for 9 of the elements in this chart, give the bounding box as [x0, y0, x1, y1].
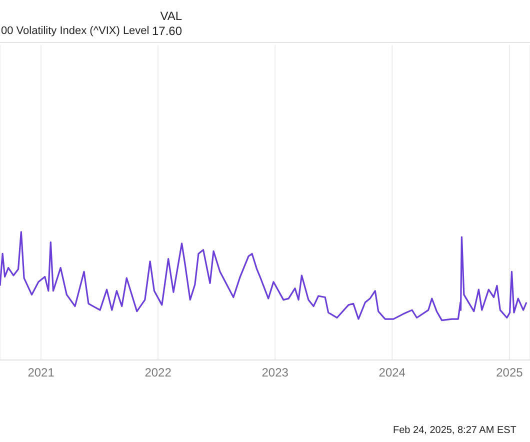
x-tick-label: 2025: [496, 366, 524, 380]
x-tick-label: 2022: [144, 366, 172, 380]
text: Feb 24, 2025, 8:27 AM EST: [393, 425, 516, 436]
chart-title: 00 Volatility Index (^VIX) Level: [1, 25, 150, 37]
text: VAL: [159, 9, 182, 23]
x-tick-label: 2023: [262, 366, 289, 380]
text: 17.60: [152, 24, 182, 38]
x-tick-label: 2021: [28, 366, 55, 380]
x-tick-label: 2024: [378, 366, 406, 380]
